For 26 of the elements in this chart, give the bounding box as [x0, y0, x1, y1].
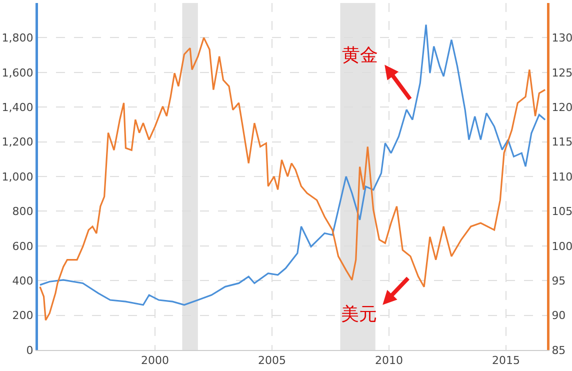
y-tick-label: 200 [12, 309, 34, 322]
x-tick-label: 2010 [375, 354, 404, 368]
y2-tick-label: 95 [552, 274, 566, 288]
y2-tick-label: 125 [552, 66, 572, 80]
y2-tick-label: 110 [552, 170, 572, 184]
y-tick-label: 1,000 [2, 170, 34, 184]
y-tick-label: 800 [12, 205, 34, 218]
y2-tick-label: 105 [552, 205, 572, 218]
y2-tick-label: 100 [552, 240, 572, 253]
y2-tick-label: 85 [552, 344, 566, 357]
y-tick-label: 600 [12, 240, 34, 253]
y-tick-label: 1,800 [2, 32, 34, 45]
annotation: 黄金 [342, 45, 378, 66]
y-tick-label: 1,200 [2, 136, 34, 149]
annotation: 美元 [341, 304, 377, 325]
x-tick-label: 2000 [141, 354, 169, 368]
y-tick-label: 1,400 [2, 100, 34, 114]
y2-tick-label: 115 [552, 136, 572, 149]
y-tick-label: 400 [12, 274, 34, 288]
x-tick-label: 2015 [492, 354, 520, 368]
y2-tick-label: 90 [552, 309, 566, 322]
y2-tick-label: 130 [552, 32, 572, 45]
y2-tick-label: 120 [552, 100, 572, 114]
y-tick-label: 1,600 [2, 66, 34, 80]
y-tick-label: 0 [26, 344, 34, 357]
x-tick-label: 2005 [258, 354, 286, 368]
